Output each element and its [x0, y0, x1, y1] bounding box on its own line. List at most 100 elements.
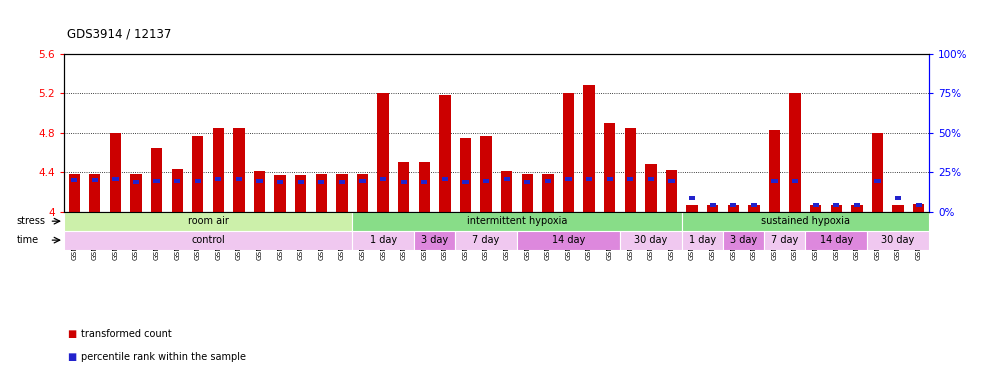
Bar — [686, 205, 698, 212]
Text: 14 day: 14 day — [820, 235, 853, 245]
Bar — [64, 212, 352, 231]
Bar — [689, 196, 695, 200]
Bar — [174, 179, 180, 183]
Bar — [69, 174, 80, 212]
Bar — [895, 196, 901, 200]
Bar — [455, 231, 517, 250]
Bar — [563, 93, 574, 212]
Bar — [401, 180, 407, 184]
Text: 30 day: 30 day — [882, 235, 914, 245]
Bar — [153, 179, 159, 183]
Bar — [380, 177, 386, 181]
Bar — [751, 203, 757, 207]
Bar — [867, 231, 929, 250]
Bar — [524, 180, 531, 184]
Bar — [872, 133, 883, 212]
Bar — [318, 180, 324, 184]
Text: 1 day: 1 day — [689, 235, 716, 245]
Text: 3 day: 3 day — [421, 235, 448, 245]
Bar — [481, 136, 492, 212]
Bar — [236, 177, 242, 181]
Bar — [274, 175, 286, 212]
Text: 3 day: 3 day — [730, 235, 757, 245]
Bar — [133, 180, 140, 184]
Bar — [357, 174, 369, 212]
Bar — [171, 169, 183, 212]
Text: room air: room air — [188, 216, 228, 226]
Bar — [460, 137, 471, 212]
Bar — [727, 205, 739, 212]
Bar — [648, 177, 654, 181]
Text: 1 day: 1 day — [370, 235, 397, 245]
Bar — [215, 177, 221, 181]
Text: intermittent hypoxia: intermittent hypoxia — [467, 216, 567, 226]
Text: time: time — [17, 235, 38, 245]
Bar — [398, 162, 409, 212]
Bar — [151, 147, 162, 212]
Bar — [730, 203, 736, 207]
Bar — [586, 177, 592, 181]
Bar — [522, 174, 533, 212]
Text: 30 day: 30 day — [634, 235, 667, 245]
Bar — [64, 231, 352, 250]
Text: 7 day: 7 day — [473, 235, 499, 245]
Bar — [545, 179, 551, 183]
Bar — [339, 180, 345, 184]
Bar — [748, 205, 760, 212]
Bar — [668, 179, 674, 183]
Bar — [913, 204, 924, 212]
Bar — [110, 133, 121, 212]
Bar — [604, 123, 615, 212]
Bar — [723, 231, 764, 250]
Text: stress: stress — [17, 216, 45, 226]
Text: 14 day: 14 day — [551, 235, 585, 245]
Bar — [682, 212, 929, 231]
Bar — [503, 177, 510, 181]
Bar — [298, 180, 304, 184]
Bar — [769, 130, 781, 212]
Bar — [707, 205, 719, 212]
Bar — [377, 93, 389, 212]
Bar — [810, 205, 822, 212]
Bar — [565, 177, 572, 181]
Bar — [336, 174, 348, 212]
Text: 7 day: 7 day — [771, 235, 798, 245]
Text: sustained hypoxia: sustained hypoxia — [761, 216, 850, 226]
Bar — [853, 203, 860, 207]
Bar — [834, 203, 839, 207]
Bar — [915, 203, 922, 207]
Bar — [71, 179, 78, 182]
Bar — [257, 179, 262, 183]
Bar — [233, 128, 245, 212]
Bar — [112, 177, 119, 181]
Bar — [665, 170, 677, 212]
Text: ■: ■ — [67, 352, 76, 362]
Bar — [813, 203, 819, 207]
Bar — [501, 171, 512, 212]
Bar — [805, 231, 867, 250]
Bar — [131, 174, 142, 212]
Bar — [89, 174, 100, 212]
Text: transformed count: transformed count — [81, 329, 171, 339]
Bar — [893, 205, 903, 212]
Text: control: control — [191, 235, 225, 245]
Bar — [831, 205, 841, 212]
Text: percentile rank within the sample: percentile rank within the sample — [81, 352, 246, 362]
Bar — [710, 203, 716, 207]
Bar — [772, 179, 778, 183]
Bar — [483, 179, 490, 183]
Bar — [792, 179, 798, 183]
Bar — [277, 180, 283, 184]
Bar — [439, 95, 450, 212]
Bar — [584, 85, 595, 212]
Bar — [645, 164, 657, 212]
Bar — [192, 136, 203, 212]
Text: GDS3914 / 12137: GDS3914 / 12137 — [67, 27, 171, 40]
Bar — [851, 205, 862, 212]
Bar — [360, 179, 366, 183]
Bar — [789, 93, 801, 212]
Bar — [414, 231, 455, 250]
Bar — [627, 177, 633, 181]
Bar — [517, 231, 620, 250]
Bar — [441, 177, 448, 181]
